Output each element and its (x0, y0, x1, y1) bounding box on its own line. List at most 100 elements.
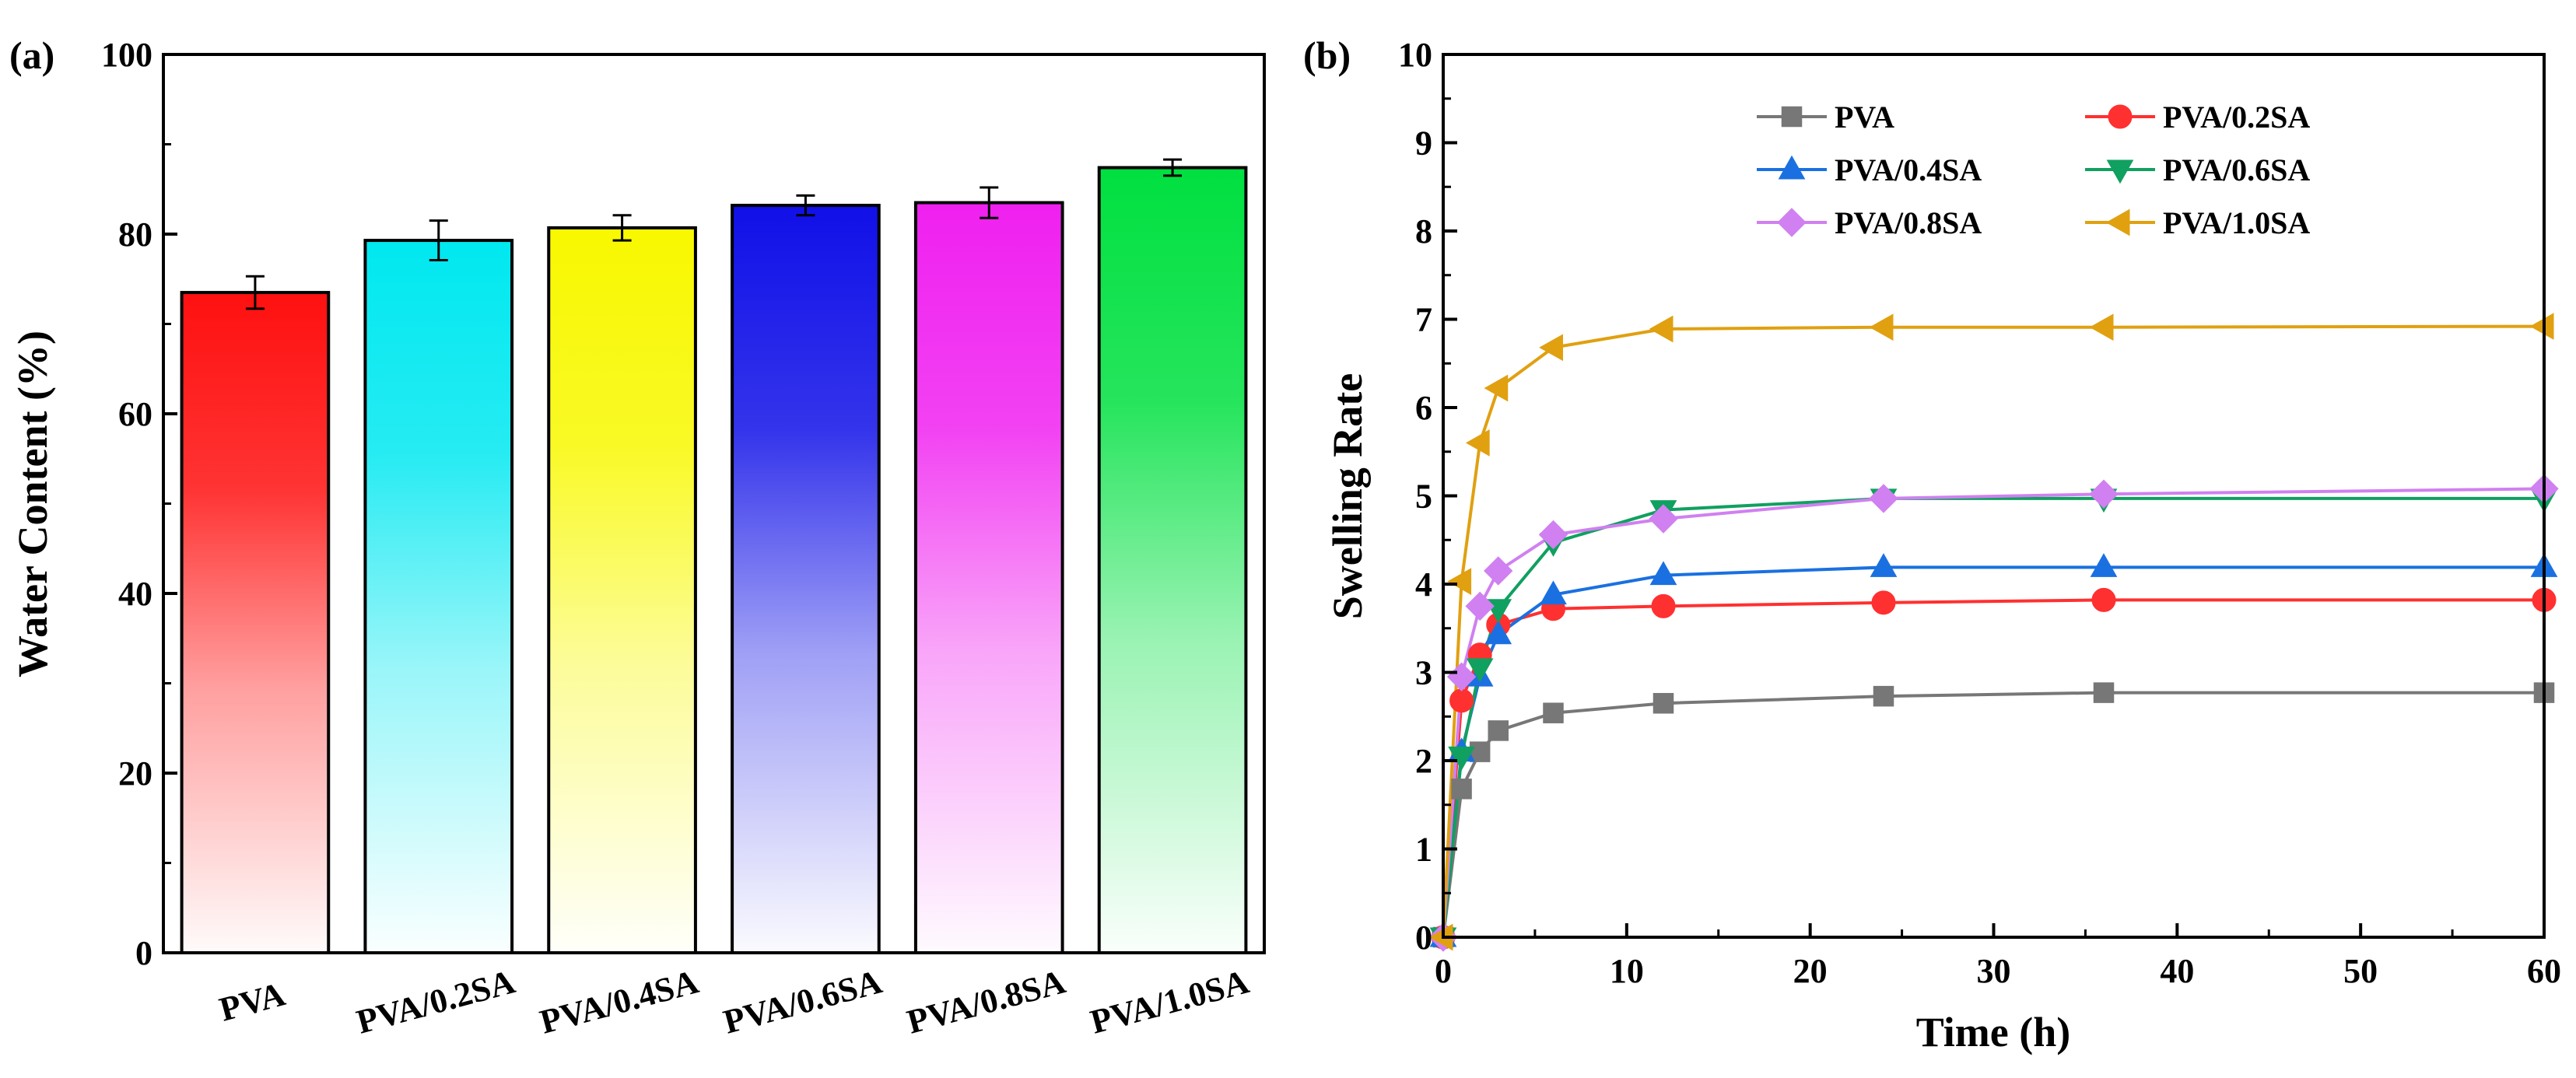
legend-marker (2105, 208, 2130, 236)
x-tick-label: 40 (2160, 952, 2194, 990)
y-axis-title: Water Content (%) (9, 331, 56, 677)
error-bar (245, 275, 265, 310)
x-axis-title: Time (h) (1916, 1009, 2071, 1055)
bar-pva (180, 291, 331, 954)
x-tick-label: 20 (1793, 952, 1828, 990)
data-point-pva-1-0sa (1484, 374, 1509, 402)
y-tick-label: 9 (1415, 124, 1432, 163)
y-tick-label: 3 (1415, 654, 1432, 692)
legend-marker (2106, 159, 2134, 184)
legend-label: PVA/0.2SA (2163, 100, 2310, 135)
series-line-pva-1-0sa (1442, 324, 2545, 938)
bars (180, 166, 1248, 955)
bar-pva-0-6sa (731, 204, 881, 955)
legend-item-pva-0-6sa: PVA/0.6SA (2085, 152, 2310, 187)
data-point-pva-0-2sa (1871, 590, 1896, 615)
legend-marker (1778, 155, 1806, 180)
legend-item-pva-0-8sa: PVA/0.8SA (1757, 205, 1982, 240)
error-bar (612, 214, 632, 242)
error-bar (796, 194, 815, 217)
legend-marker (2108, 104, 2133, 129)
error-bar (1163, 158, 1183, 177)
data-point-pva (1543, 702, 1564, 723)
legend-label: PVA/0.6SA (2163, 152, 2310, 187)
legend-label: PVA/0.8SA (1835, 205, 1982, 240)
series-line-pva-0-6sa (1442, 496, 2544, 938)
y-tick-label: 0 (1415, 919, 1432, 957)
bar-pva-0-4sa (547, 226, 697, 955)
data-point-pva-0-2sa (2091, 587, 2116, 612)
data-point-pva-1-0sa (1539, 334, 1563, 362)
y-tick-label: 20 (118, 754, 152, 793)
data-point-pva-0-6sa (1448, 746, 1475, 771)
data-point-pva-1-0sa (2529, 313, 2554, 340)
legend: PVA PVA/0.2SA PVA/0.4SA PVA/0.6SA PVA/0.8SA P… (1757, 100, 2310, 240)
legend-label: PVA/0.4SA (1835, 152, 1982, 187)
legend-item-pva: PVA (1757, 100, 1894, 135)
y-axis-title: Swelling Rate (1324, 373, 1371, 620)
data-point-pva (1488, 720, 1509, 741)
x-tick-label: 10 (1610, 952, 1644, 990)
error-bar (980, 186, 999, 219)
data-point-pva-0-8sa (2089, 479, 2119, 509)
series-lines (1442, 324, 2545, 938)
data-point-pva-1-0sa (1869, 313, 1894, 341)
series-line-pva-0-2sa (1442, 598, 2544, 938)
y-tick-label: 8 (1415, 212, 1432, 250)
series-line-pva-0-4sa (1442, 565, 2544, 938)
data-point-pva-0-2sa (1651, 593, 1676, 618)
x-tick-label: PVA/0.2SA (352, 962, 519, 1041)
y-tick-label: 60 (118, 395, 152, 433)
y-tick-label: 6 (1415, 389, 1432, 427)
legend-item-pva-0-2sa: PVA/0.2SA (2085, 100, 2310, 135)
y-tick-label: 2 (1415, 742, 1432, 780)
data-point-pva-0-4sa (1484, 620, 1512, 645)
panel-b-line-chart: (b) 0 1 2 3 4 5 6 7 8 9 10 0 10 20 30 40 50 60 Swelling … (1303, 33, 2561, 1055)
data-point-pva-0-4sa (1649, 561, 1677, 586)
data-point-pva-0-8sa (1538, 520, 1568, 550)
error-bars (245, 158, 1183, 310)
data-point-pva-0-8sa (1649, 504, 1678, 534)
x-tick-label: PVA/0.6SA (720, 962, 886, 1041)
x-tick-label: 50 (2343, 952, 2378, 990)
data-point-pva-1-0sa (1465, 429, 1490, 457)
y-tick-label: 5 (1415, 478, 1432, 516)
data-point-pva (2093, 682, 2115, 703)
data-point-pva-1-0sa (1649, 315, 1674, 343)
y-tick-label: 40 (118, 575, 152, 613)
y-axis: 0 20 40 60 80 100 (101, 36, 177, 972)
data-point-pva-0-4sa (2090, 553, 2118, 577)
panel-a-bar-chart: (a) 0 20 40 60 80 100 PVA PVA/0.2SA PVA/0.4SA PV… (9, 33, 1266, 1041)
series-line-pva (1442, 691, 2544, 938)
series-markers (1428, 313, 2559, 952)
legend-label: PVA (1835, 100, 1894, 135)
data-point-pva-1-0sa (1447, 568, 1472, 595)
x-tick-label: PVA/0.4SA (536, 962, 703, 1041)
y-tick-label: 0 (135, 934, 152, 972)
legend-marker (1777, 208, 1807, 237)
y-tick-label: 1 (1415, 831, 1432, 869)
error-bar (429, 219, 448, 261)
panel-a-label: (a) (9, 33, 54, 77)
data-point-pva-0-2sa (1449, 688, 1474, 713)
x-axis: PVA PVA/0.2SA PVA/0.4SA PVA/0.6SA PVA/0.8SA P… (216, 962, 1253, 1041)
x-tick-label: PVA/1.0SA (1086, 962, 1253, 1041)
x-tick-label: 0 (1435, 952, 1452, 990)
y-tick-label: 10 (1398, 36, 1432, 74)
panel-b-label: (b) (1303, 33, 1351, 77)
data-point-pva-0-6sa (1466, 658, 1494, 683)
data-point-pva-1-0sa (2089, 313, 2114, 341)
series-line-pva-0-8sa (1442, 487, 2545, 938)
data-point-pva-0-4sa (1540, 580, 1567, 605)
bar-pva-0-8sa (913, 201, 1064, 954)
legend-item-pva-1-0sa: PVA/1.0SA (2085, 205, 2310, 240)
legend-label: PVA/1.0SA (2163, 205, 2310, 240)
legend-marker (1781, 106, 1803, 128)
y-tick-label: 80 (118, 215, 152, 254)
data-point-pva (1873, 685, 1894, 707)
bar-pva-0-2sa (363, 239, 514, 954)
data-point-pva (1652, 692, 1674, 714)
y-tick-label: 100 (101, 36, 152, 74)
legend-item-pva-0-4sa: PVA/0.4SA (1757, 152, 1982, 187)
